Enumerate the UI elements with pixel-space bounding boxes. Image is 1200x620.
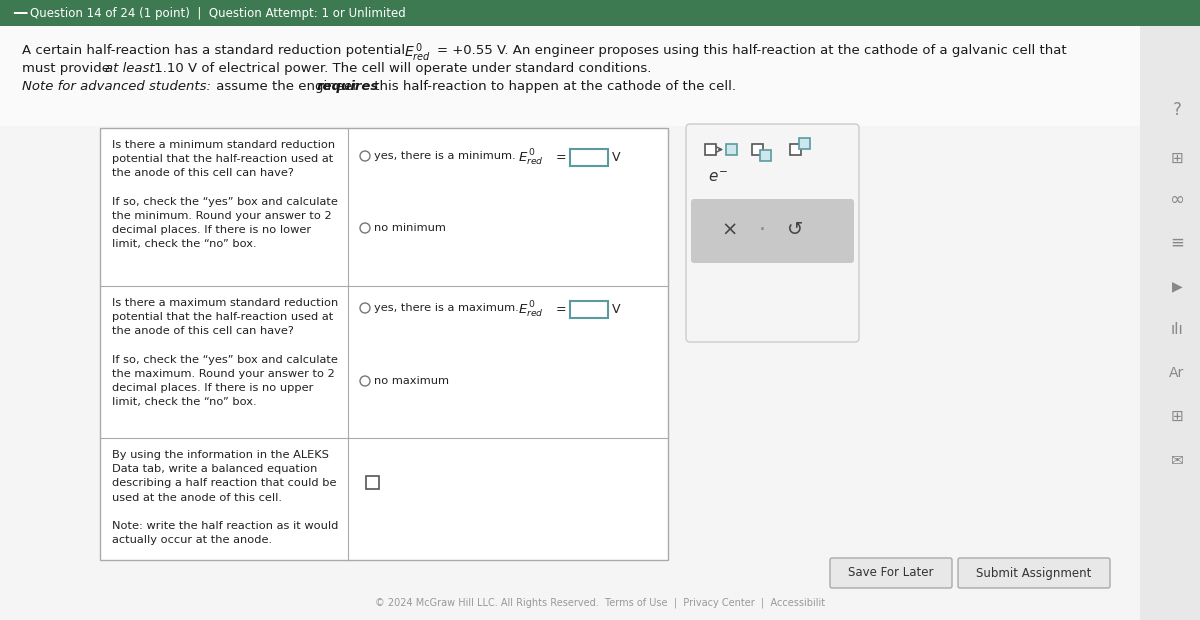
FancyBboxPatch shape (0, 26, 1140, 620)
Text: $E^{\,0}_{red}$: $E^{\,0}_{red}$ (404, 41, 431, 64)
Text: —: — (12, 6, 28, 20)
Text: ×: × (722, 221, 738, 239)
FancyBboxPatch shape (570, 301, 608, 318)
Text: ılı: ılı (1171, 322, 1183, 337)
Text: decimal places. If there is no upper: decimal places. If there is no upper (112, 383, 313, 393)
Text: If so, check the “yes” box and calculate: If so, check the “yes” box and calculate (112, 355, 338, 365)
Text: =: = (556, 151, 566, 164)
Text: must provide: must provide (22, 62, 114, 75)
FancyBboxPatch shape (706, 144, 716, 155)
Text: ⊞: ⊞ (1171, 409, 1183, 423)
FancyBboxPatch shape (0, 0, 1200, 26)
FancyBboxPatch shape (366, 476, 379, 489)
FancyBboxPatch shape (790, 144, 802, 155)
Text: A certain half-reaction has a standard reduction potential: A certain half-reaction has a standard r… (22, 44, 409, 57)
Text: ·: · (758, 220, 766, 240)
Text: ⊞: ⊞ (1171, 151, 1183, 166)
Text: no minimum: no minimum (374, 223, 446, 233)
Text: Is there a maximum standard reduction: Is there a maximum standard reduction (112, 298, 338, 308)
Text: 1.10 V of electrical power. The cell will operate under standard conditions.: 1.10 V of electrical power. The cell wil… (150, 62, 652, 75)
Text: the anode of this cell can have?: the anode of this cell can have? (112, 169, 294, 179)
Text: yes, there is a minimum.: yes, there is a minimum. (374, 151, 516, 161)
FancyBboxPatch shape (752, 144, 763, 155)
Text: Ar: Ar (1169, 366, 1184, 380)
FancyBboxPatch shape (691, 199, 854, 263)
Text: the maximum. Round your answer to 2: the maximum. Round your answer to 2 (112, 369, 335, 379)
Text: If so, check the “yes” box and calculate: If so, check the “yes” box and calculate (112, 197, 338, 207)
FancyBboxPatch shape (830, 558, 952, 588)
Text: limit, check the “no” box.: limit, check the “no” box. (112, 397, 257, 407)
Text: assume the engineer: assume the engineer (212, 80, 362, 93)
Text: ∞: ∞ (1170, 191, 1184, 209)
Text: no maximum: no maximum (374, 376, 449, 386)
Text: V: V (612, 303, 620, 316)
Text: ▶: ▶ (1171, 279, 1182, 293)
Text: = +0.55 V. An engineer proposes using this half-reaction at the cathode of a gal: = +0.55 V. An engineer proposes using th… (437, 44, 1067, 57)
Text: $e^{-}$: $e^{-}$ (708, 170, 728, 185)
Text: ≡: ≡ (1170, 234, 1184, 252)
FancyBboxPatch shape (0, 26, 1200, 620)
Text: Submit Assignment: Submit Assignment (977, 567, 1092, 580)
Text: limit, check the “no” box.: limit, check the “no” box. (112, 239, 257, 249)
Text: decimal places. If there is no lower: decimal places. If there is no lower (112, 225, 311, 235)
Text: potential that the half-reaction used at: potential that the half-reaction used at (112, 312, 334, 322)
Text: yes, there is a maximum.: yes, there is a maximum. (374, 303, 518, 313)
Text: ?: ? (1172, 101, 1182, 119)
Text: ↺: ↺ (787, 221, 803, 239)
FancyBboxPatch shape (958, 558, 1110, 588)
Text: Is there a minimum standard reduction: Is there a minimum standard reduction (112, 140, 335, 150)
FancyBboxPatch shape (0, 26, 1140, 126)
Text: $E^{\,0}_{red}$: $E^{\,0}_{red}$ (518, 300, 544, 321)
Text: © 2024 McGraw Hill LLC. All Rights Reserved.  Terms of Use  |  Privacy Center  |: © 2024 McGraw Hill LLC. All Rights Reser… (374, 598, 826, 608)
FancyBboxPatch shape (760, 150, 772, 161)
Text: the minimum. Round your answer to 2: the minimum. Round your answer to 2 (112, 211, 331, 221)
Text: the anode of this cell can have?: the anode of this cell can have? (112, 326, 294, 337)
FancyBboxPatch shape (686, 124, 859, 342)
FancyBboxPatch shape (726, 144, 737, 155)
Text: used at the anode of this cell.: used at the anode of this cell. (112, 493, 282, 503)
Text: requires: requires (317, 80, 379, 93)
Text: Save For Later: Save For Later (848, 567, 934, 580)
Text: potential that the half-reaction used at: potential that the half-reaction used at (112, 154, 334, 164)
Text: Data tab, write a balanced equation: Data tab, write a balanced equation (112, 464, 317, 474)
Text: actually occur at the anode.: actually occur at the anode. (112, 535, 272, 545)
FancyBboxPatch shape (100, 128, 668, 560)
Text: V: V (612, 151, 620, 164)
FancyBboxPatch shape (570, 149, 608, 166)
Text: Note for advanced students:: Note for advanced students: (22, 80, 211, 93)
Text: this half-reaction to happen at the cathode of the cell.: this half-reaction to happen at the cath… (370, 80, 736, 93)
FancyBboxPatch shape (799, 138, 810, 149)
Text: describing a half reaction that could be: describing a half reaction that could be (112, 479, 336, 489)
Text: =: = (556, 303, 566, 316)
Text: at least: at least (106, 62, 155, 75)
Text: By using the information in the ALEKS: By using the information in the ALEKS (112, 450, 329, 460)
Text: ✉: ✉ (1171, 453, 1183, 467)
Text: $E^{\,0}_{red}$: $E^{\,0}_{red}$ (518, 148, 544, 169)
Text: Note: write the half reaction as it would: Note: write the half reaction as it woul… (112, 521, 338, 531)
Text: Question 14 of 24 (1 point)  |  Question Attempt: 1 or Unlimited: Question 14 of 24 (1 point) | Question A… (30, 6, 406, 19)
